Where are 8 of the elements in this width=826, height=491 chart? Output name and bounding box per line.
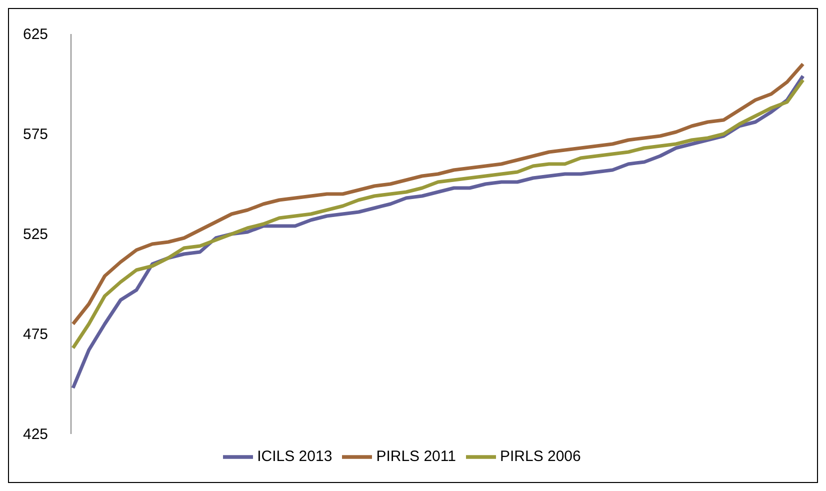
y-tick-label: 525	[23, 226, 48, 243]
y-tick-label: 625	[23, 26, 48, 43]
legend-label: ICILS 2013	[257, 448, 332, 465]
legend-label: PIRLS 2011	[376, 448, 456, 465]
legend-label: PIRLS 2006	[500, 448, 581, 465]
y-tick-label: 475	[23, 326, 48, 343]
y-tick-label: 575	[23, 126, 48, 143]
y-tick-label: 425	[23, 426, 48, 443]
